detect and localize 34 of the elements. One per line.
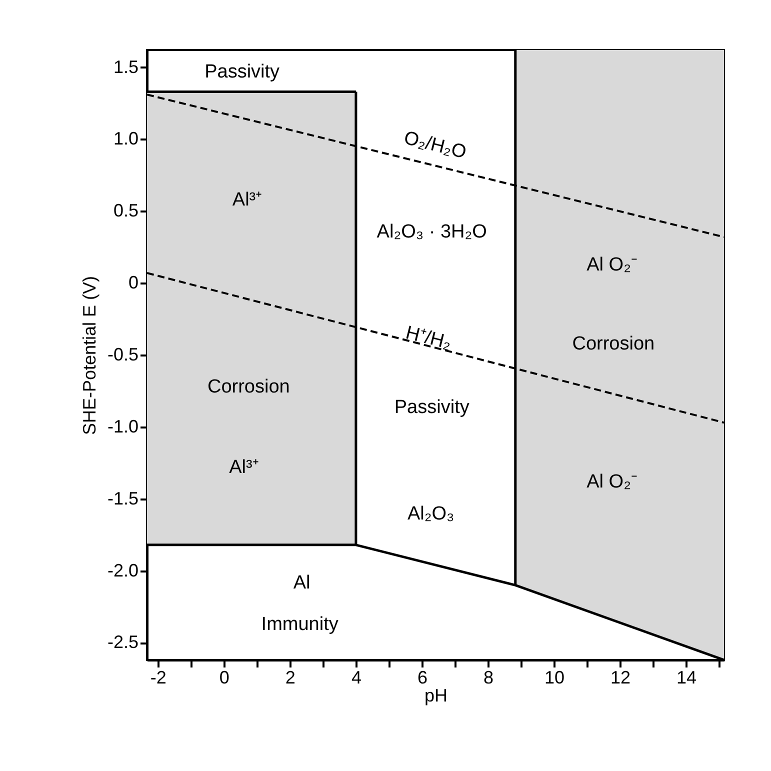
x-tick-label: 14 (676, 668, 697, 688)
y-axis-title: SHE-Potential E (V) (79, 276, 100, 436)
annotation: Immunity (261, 614, 339, 636)
x-tick-label: 0 (219, 668, 230, 688)
x-tick-label: -2 (150, 668, 166, 688)
annotation: O₂/H₂O (402, 128, 468, 164)
annotation: Al³⁺ (229, 457, 258, 478)
y-tick-label: -1.0 (107, 416, 138, 436)
y-tick-label: -0.5 (107, 344, 138, 364)
x-tick-label: 4 (351, 668, 362, 688)
y-tick-label: 1.0 (113, 128, 138, 149)
y-tick-label: -2.5 (107, 632, 138, 652)
x-tick-label: 12 (610, 668, 631, 688)
y-tick-label: 1.5 (113, 56, 138, 77)
annotation: Corrosion (207, 376, 290, 398)
y-tick-label: 0 (128, 272, 138, 293)
y-tick-label: -2.0 (107, 560, 138, 580)
x-tick-label: 8 (483, 668, 494, 688)
annotation: H⁺/H₂ (404, 322, 454, 354)
annotation: Al₂O₃ (407, 503, 454, 524)
x-tick-label: 10 (544, 668, 565, 688)
annotation: Corrosion (572, 333, 655, 354)
annotation: Al (293, 572, 310, 594)
x-axis-title: pH (424, 686, 448, 706)
annotation: Al³⁺ (232, 190, 262, 211)
annotation: Al₂O₃ · 3H₂O (376, 221, 487, 242)
annotation: Al O₂⁻ (586, 472, 637, 493)
y-tick-label: 0.5 (113, 200, 138, 221)
annotation: Passivity (394, 396, 470, 418)
x-tick-label: 2 (285, 668, 296, 688)
x-tick-label: 6 (417, 668, 428, 688)
annotation: Al O₂⁻ (586, 254, 637, 276)
y-tick-label: -1.5 (107, 488, 138, 508)
annotation: Passivity (204, 62, 280, 83)
